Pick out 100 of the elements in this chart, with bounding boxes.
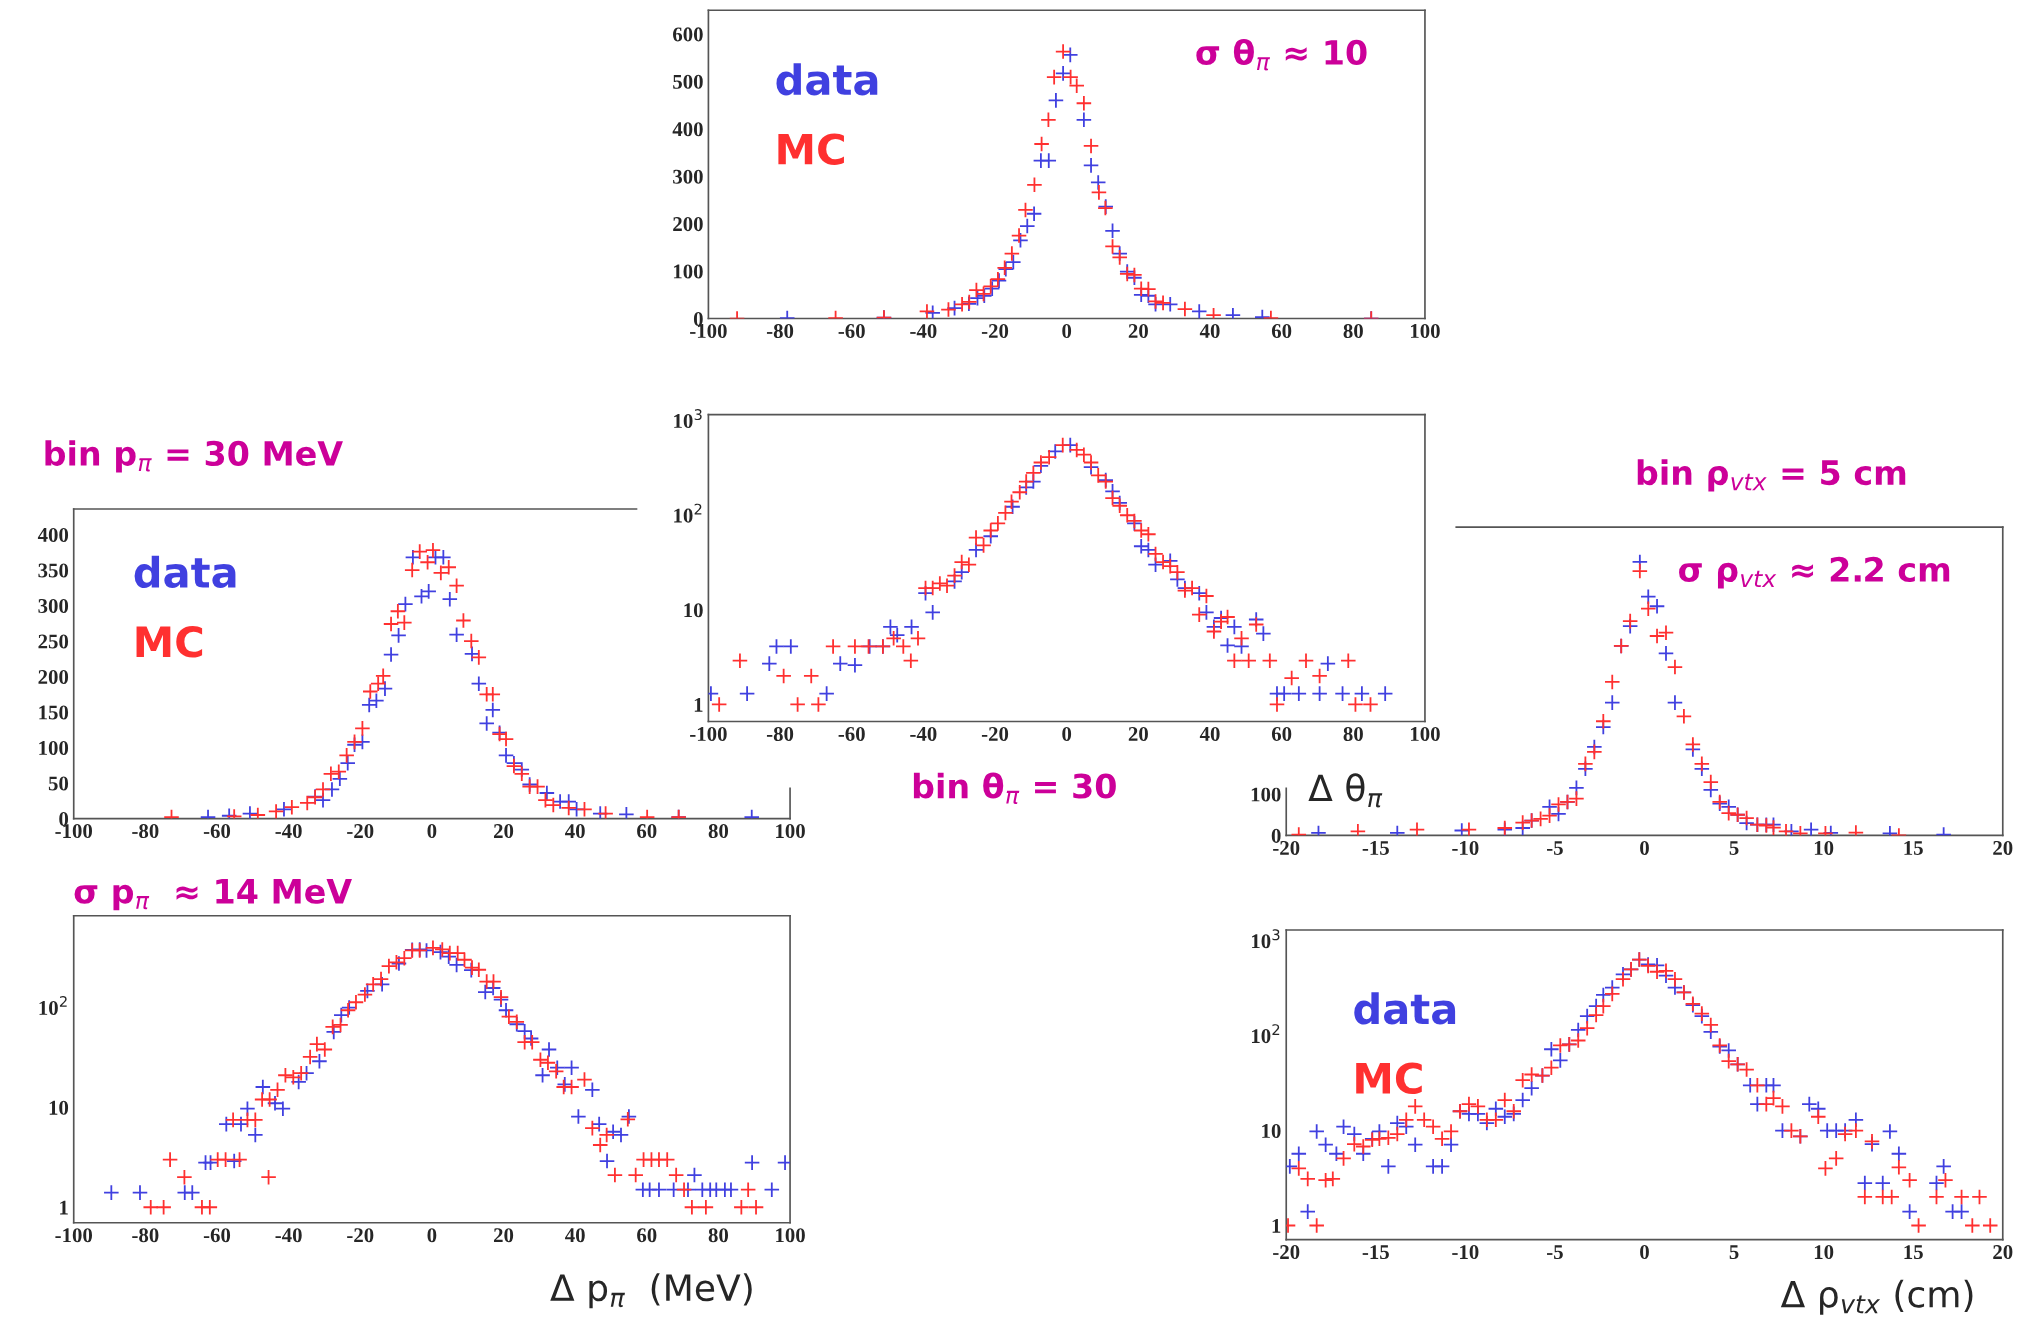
x-tick-label: -20 xyxy=(981,726,1009,742)
x-tick-label: 40 xyxy=(1199,324,1220,339)
text: bin ρ$_{vtx}$ = 5 cm xyxy=(1637,459,1906,492)
x-tick-label: 15 xyxy=(1904,1245,1923,1260)
x-tick-label: 20 xyxy=(1993,840,2013,855)
x-tick-label: -10 xyxy=(1452,1245,1479,1260)
y-tick-label: 10 xyxy=(49,1100,69,1115)
x-tick-label: 40 xyxy=(565,824,585,839)
text: MC xyxy=(136,626,203,658)
x-tick-label: -60 xyxy=(203,1228,231,1243)
x-tick-label: -20 xyxy=(981,324,1009,339)
x-tick-label: 80 xyxy=(1343,324,1363,339)
x-tick-label: 80 xyxy=(708,824,729,839)
x-tick-label: 0 xyxy=(1062,726,1072,742)
x-axis-title: Δ p$_{π}$ (MeV) xyxy=(550,1273,752,1309)
x-tick-label: -10 xyxy=(1452,840,1479,855)
x-tick-label: 20 xyxy=(493,824,514,839)
y-tick-label: 10$^{3}$ xyxy=(674,409,702,429)
y-tick-label: 250 xyxy=(38,634,69,649)
x-tick-label: 100 xyxy=(1410,324,1440,339)
annotation: σ ρ$_{vtx}$ ≈ 2.2 cm xyxy=(1679,556,1950,589)
x-axis-title: Δ ρ$_{vtx}$ (cm) xyxy=(1780,1279,1973,1315)
x-tick-label: 80 xyxy=(1343,726,1363,742)
y-tick-label: 100 xyxy=(673,264,703,279)
x-tick-label: -15 xyxy=(1362,1245,1389,1260)
x-tick-label: 20 xyxy=(1128,726,1148,742)
x-tick-label: -20 xyxy=(347,824,374,839)
y-tick-label: 300 xyxy=(673,169,703,184)
x-tick-label: -15 xyxy=(1362,841,1389,855)
x-tick-label: 40 xyxy=(565,1228,585,1243)
x-tick-label: 0 xyxy=(1640,840,1649,855)
x-tick-label: -60 xyxy=(838,726,865,742)
y-tick-label: 10 xyxy=(1262,1123,1281,1139)
y-tick-label: 10$^{3}$ xyxy=(1252,929,1280,949)
x-tick-label: -5 xyxy=(1547,1245,1563,1260)
y-tick-label: 1 xyxy=(60,1200,68,1215)
x-tick-label: -100 xyxy=(690,726,727,742)
x-tick-label: -60 xyxy=(203,824,231,839)
x-tick-label: -100 xyxy=(55,1228,93,1243)
x-tick-label: 60 xyxy=(1271,726,1292,742)
y-tick-label: 100 xyxy=(39,740,69,755)
y-tick-label: 0 xyxy=(693,311,703,326)
x-tick-label: 0 xyxy=(427,824,437,839)
x-tick-label: -100 xyxy=(55,824,93,839)
x-tick-label: 5 xyxy=(1729,841,1739,855)
x-tick-label: -60 xyxy=(838,324,865,339)
y-tick-label: 300 xyxy=(38,598,69,613)
y-tick-label: 350 xyxy=(38,563,69,578)
x-tick-label: 0 xyxy=(1062,324,1072,339)
x-tick-label: 100 xyxy=(776,824,805,839)
x-tick-label: 5 xyxy=(1729,1245,1739,1260)
y-tick-label: 10$^{2}$ xyxy=(674,503,702,523)
y-tick-label: 10 xyxy=(684,603,703,618)
x-tick-label: -40 xyxy=(275,1228,302,1243)
x-tick-label: -80 xyxy=(766,726,794,742)
x-tick-label: 20 xyxy=(1128,324,1148,339)
x-tick-label: -40 xyxy=(910,726,937,742)
text: data xyxy=(134,555,236,589)
series-label: data xyxy=(1354,992,1456,1025)
y-tick-label: 10$^{2}$ xyxy=(1252,1024,1280,1044)
x-tick-label: 10 xyxy=(1814,1245,1834,1260)
y-tick-label: 500 xyxy=(673,74,703,89)
text: bin p$_{π}$ = 30 MeV xyxy=(45,440,343,473)
text: MC xyxy=(778,133,844,165)
x-tick-label: -20 xyxy=(347,1228,374,1243)
x-tick-label: 100 xyxy=(1410,726,1440,742)
y-tick-label: 100 xyxy=(1251,787,1281,802)
text: data xyxy=(776,63,878,96)
x-tick-label: -5 xyxy=(1547,841,1563,855)
x-tick-label: -80 xyxy=(766,324,794,339)
x-tick-label: 10 xyxy=(1814,840,1834,855)
x-tick-label: -40 xyxy=(910,324,937,339)
y-tick-label: 0 xyxy=(59,811,69,826)
y-tick-label: 150 xyxy=(39,705,69,720)
x-tick-label: 20 xyxy=(493,1228,514,1243)
y-tick-label: 1 xyxy=(694,697,703,712)
x-tick-label: -100 xyxy=(690,324,727,339)
x-tick-label: 100 xyxy=(776,1228,805,1243)
y-tick-label: 10$^{2}$ xyxy=(39,995,67,1015)
x-tick-label: -20 xyxy=(1273,1245,1300,1260)
text: σ p$_{π}$ ≈ 14 MeV xyxy=(74,879,352,911)
y-tick-label: 400 xyxy=(672,122,703,137)
y-tick-label: 200 xyxy=(673,217,703,232)
x-tick-label: 60 xyxy=(637,1228,657,1243)
x-tick-label: -20 xyxy=(1273,840,1300,855)
x-tick-label: 0 xyxy=(1640,1245,1649,1260)
x-tick-label: -80 xyxy=(132,1228,159,1243)
x-tick-label: 15 xyxy=(1904,841,1923,855)
text: bin θ$_{π}$ = 30 xyxy=(913,772,1116,805)
annotation: σ θ$_{π}$ ≈ 10 xyxy=(1196,38,1367,71)
series-label: MC xyxy=(1356,1062,1422,1095)
x-tick-label: -40 xyxy=(275,824,302,839)
x-tick-label: 20 xyxy=(1993,1245,2013,1260)
x-tick-label: 60 xyxy=(637,824,657,839)
y-tick-label: 600 xyxy=(673,27,703,42)
x-tick-label: -80 xyxy=(132,824,159,839)
y-tick-label: 400 xyxy=(37,527,69,542)
x-tick-label: 40 xyxy=(1199,726,1220,742)
x-tick-label: 0 xyxy=(427,1228,437,1243)
y-tick-label: 50 xyxy=(48,776,69,791)
